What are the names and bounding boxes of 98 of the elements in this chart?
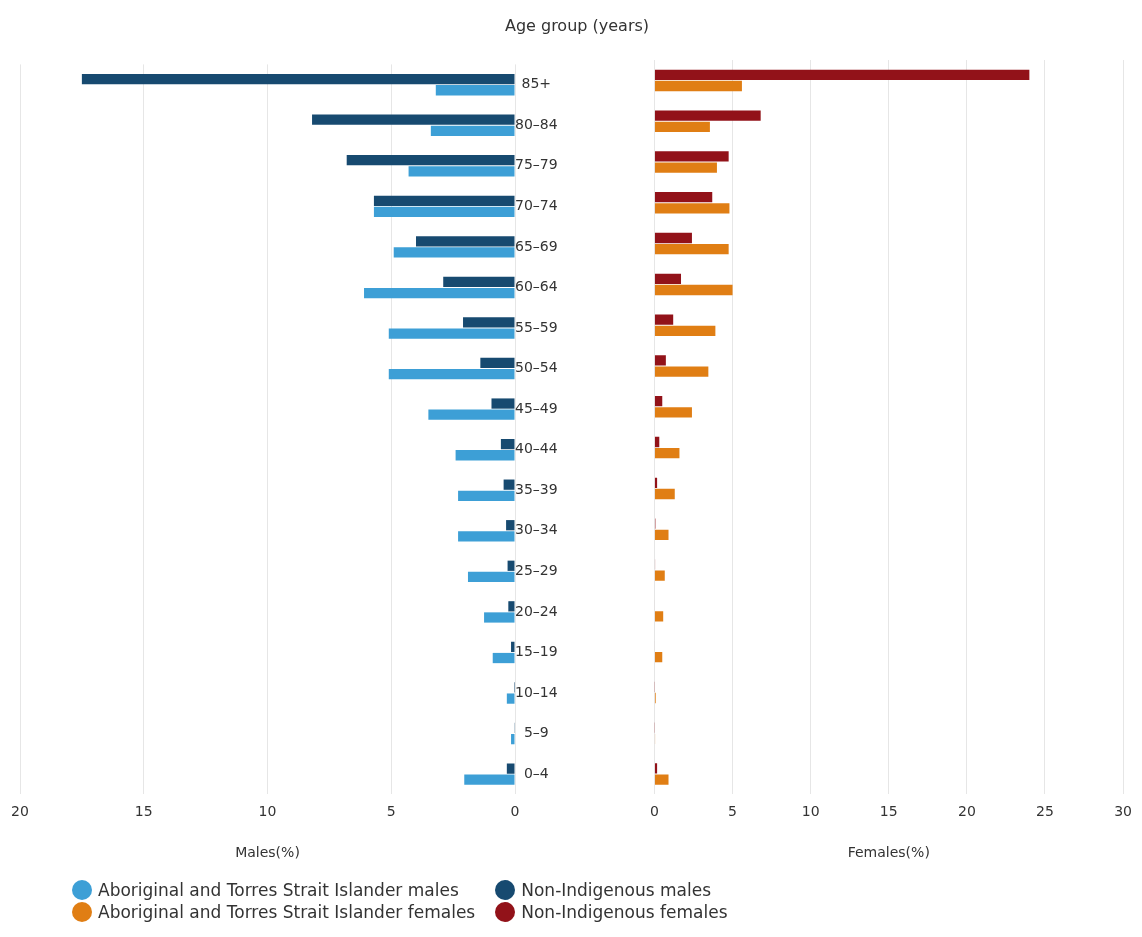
y-tick-label: 0–4 [523, 764, 549, 781]
y-tick-label: 75–79 [514, 156, 558, 173]
text: Age group (years) [503, 16, 651, 35]
legend-label: Non-Indigenous males [521, 880, 712, 900]
bar [654, 232, 692, 244]
bar [455, 450, 515, 461]
bar [654, 244, 729, 255]
y-tick-label: 65–69 [514, 237, 558, 254]
bar [346, 155, 515, 166]
x-tick-label: 10 [801, 803, 820, 820]
bar [467, 571, 515, 583]
bar [435, 85, 515, 96]
bar [654, 529, 669, 540]
y-tick-label: 15–19 [514, 643, 558, 660]
y-tick-label: 10–14 [514, 683, 558, 700]
bar [654, 448, 680, 459]
bar [393, 247, 515, 258]
x-tick-label: 20 [11, 803, 29, 820]
bar [458, 490, 515, 501]
bar [388, 369, 515, 380]
bar [654, 774, 669, 785]
legend-label: Aboriginal and Torres Strait Islander males [98, 880, 459, 900]
bar [654, 203, 730, 214]
bar [654, 121, 710, 132]
x-tick-label: 15 [134, 803, 153, 820]
y-tick-label: 70–74 [514, 196, 558, 213]
bar [654, 611, 664, 622]
bar [654, 763, 658, 774]
bar [654, 652, 663, 663]
bar [506, 693, 515, 704]
bar [654, 151, 729, 162]
y-tick-label: 55–59 [514, 318, 558, 335]
bar [312, 114, 515, 125]
bar [654, 80, 742, 92]
bar [654, 477, 658, 488]
bar [81, 73, 515, 85]
y-tick-label: 40–44 [514, 440, 558, 457]
x-tick-label: 30 [1114, 803, 1133, 820]
bar [654, 570, 665, 581]
bar [654, 325, 716, 336]
bar [492, 652, 515, 664]
x-axis-title: Males(%) [235, 844, 300, 861]
x-tick-label: 5 [386, 803, 396, 820]
bar [364, 287, 515, 299]
bar [480, 357, 515, 369]
bar [654, 407, 692, 418]
bar [408, 166, 515, 177]
bar [503, 479, 515, 490]
x-tick-label: 20 [957, 803, 976, 820]
y-tick-label: 25–29 [514, 561, 558, 578]
bar [654, 355, 666, 366]
bar [500, 438, 515, 450]
bar [484, 612, 515, 623]
bar [654, 273, 682, 284]
y-tick-label: 30–34 [514, 521, 558, 538]
bar [491, 398, 515, 409]
bar [654, 488, 675, 500]
bar [654, 69, 1030, 80]
bar [654, 284, 733, 296]
bar [373, 195, 515, 206]
y-tick-label: 20–24 [514, 602, 558, 619]
bar [654, 162, 717, 173]
bar [506, 763, 515, 774]
legend-label: Aboriginal and Torres Strait Islander females [98, 902, 476, 922]
bar [507, 560, 515, 571]
x-tick-label: 15 [879, 803, 898, 820]
bar [388, 328, 515, 339]
y-tick-label: 50–54 [514, 359, 558, 376]
x-tick-label: 25 [1036, 803, 1054, 820]
bar [428, 409, 515, 420]
bar [654, 396, 663, 407]
bar [416, 236, 515, 247]
y-tick-label: 60–64 [514, 278, 558, 295]
bar [373, 206, 515, 218]
x-axis-title: Females(%) [847, 844, 930, 861]
x-tick-label: 0 [510, 803, 520, 820]
x-tick-label: 5 [728, 803, 738, 820]
x-tick-label: 10 [258, 803, 277, 820]
bar [511, 734, 515, 745]
bar [463, 317, 515, 328]
bar [506, 520, 515, 531]
y-tick-label: 80–84 [514, 115, 558, 132]
y-tick-label: 5–9 [523, 724, 549, 741]
bar [458, 531, 515, 542]
bar [443, 276, 515, 288]
bar [654, 366, 709, 377]
y-tick-label: 45–49 [514, 399, 558, 416]
y-tick-label: 35–39 [514, 480, 558, 497]
bar [511, 641, 515, 653]
y-tick-label: 85+ [521, 75, 552, 92]
legend-label: Non-Indigenous females [521, 902, 728, 922]
bar [508, 601, 515, 612]
bar [430, 125, 515, 136]
bar [464, 774, 515, 785]
bar [654, 314, 674, 325]
bar [654, 192, 713, 203]
bar [654, 110, 761, 121]
x-tick-label: 0 [649, 803, 659, 820]
